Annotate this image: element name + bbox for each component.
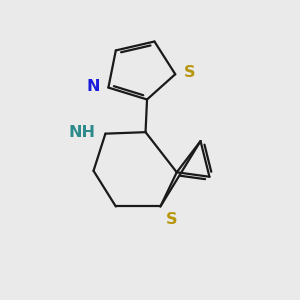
Text: S: S bbox=[166, 212, 178, 227]
Text: N: N bbox=[87, 79, 100, 94]
Text: S: S bbox=[184, 65, 195, 80]
Text: NH: NH bbox=[68, 125, 95, 140]
